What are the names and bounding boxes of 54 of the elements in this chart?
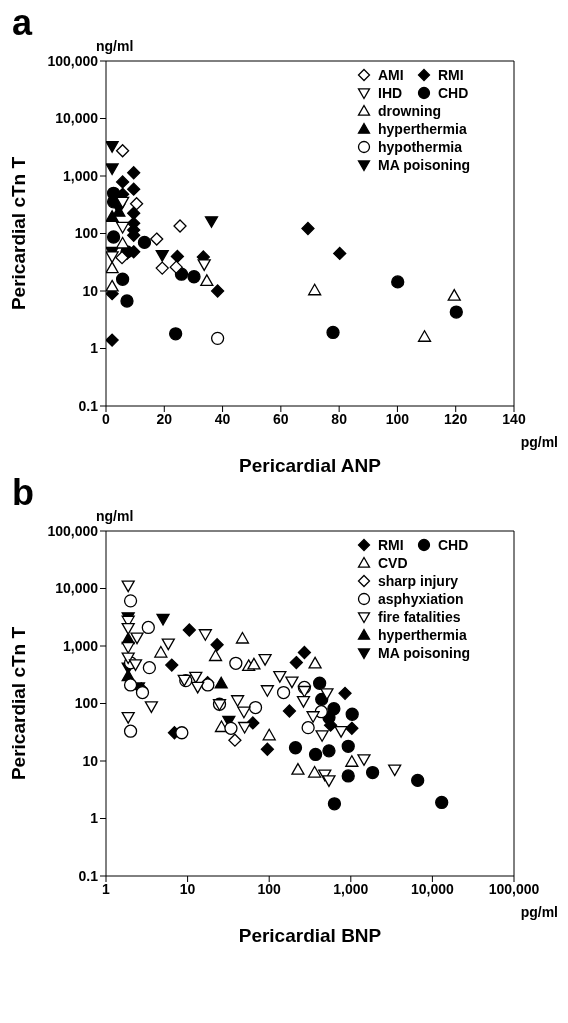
x-tick-label: 100 [385, 410, 410, 427]
x-tick-label: 10 [179, 880, 196, 897]
text: ng/ml [96, 508, 134, 524]
legend-label: hyperthermia [378, 627, 467, 643]
x-tick-label: 60 [273, 410, 289, 427]
text: pg/ml [520, 904, 558, 920]
x-axis-title: Pericardial ANP [239, 455, 382, 476]
x-axis-title: Pericardial BNP [238, 925, 382, 946]
y-tick-label: 1 [90, 810, 99, 827]
y-tick-label: 100 [74, 695, 99, 712]
y-axis-title: Pericardial cTn T [7, 156, 29, 311]
y-axis-title: Pericardial cTn T [7, 626, 29, 781]
legend-label: RMI [378, 537, 404, 553]
legend-label: sharp injury [378, 573, 459, 589]
legend-label: CVD [378, 555, 408, 571]
y-tick-label: 1,000 [62, 167, 99, 184]
legend-label: CHD [438, 537, 469, 553]
x-tick-label: 100 [257, 880, 282, 897]
legend-label: hypothermia [378, 139, 463, 155]
x-tick-label: 100,000 [488, 880, 540, 897]
chart-title: a [11, 2, 34, 43]
x-tick-label: 20 [156, 410, 173, 427]
y-tick-label: 10 [82, 752, 99, 769]
legend-label: drowning [378, 103, 441, 119]
legend-label: CHD [438, 85, 469, 101]
legend-label: MA poisoning [378, 157, 471, 173]
legend-label: MA poisoning [378, 645, 471, 661]
text: ng/ml [96, 38, 134, 54]
y-tick-label: 1 [90, 340, 99, 357]
x-tick-label: 80 [331, 410, 348, 427]
legend-label: fire fatalities [378, 609, 461, 625]
legend-label: IHD [378, 85, 403, 101]
legend-label: RMI [438, 67, 464, 83]
x-tick-label: 0 [102, 410, 111, 427]
x-tick-label: 1,000 [333, 880, 369, 897]
y-tick-label: 100 [74, 225, 99, 242]
x-tick-label: 40 [214, 410, 231, 427]
x-tick-label: 1 [102, 880, 111, 897]
text: pg/ml [520, 434, 558, 450]
x-tick-label: 10,000 [410, 880, 455, 897]
y-tick-label: 10,000 [55, 580, 99, 597]
y-tick-label: 0.1 [78, 867, 99, 884]
y-tick-label: 10 [82, 282, 99, 299]
legend-label: AMI [378, 67, 404, 83]
y-tick-label: 10,000 [55, 110, 99, 127]
x-tick-label: 120 [444, 410, 468, 427]
y-tick-label: 100,000 [47, 522, 99, 539]
legend-label: asphyxiation [378, 591, 464, 607]
chart-title: b [11, 472, 35, 513]
y-tick-label: 100,000 [47, 52, 99, 69]
x-tick-label: 140 [502, 410, 526, 427]
legend-label: hyperthermia [378, 121, 467, 137]
y-tick-label: 0.1 [78, 397, 99, 414]
y-tick-label: 1,000 [62, 637, 99, 654]
